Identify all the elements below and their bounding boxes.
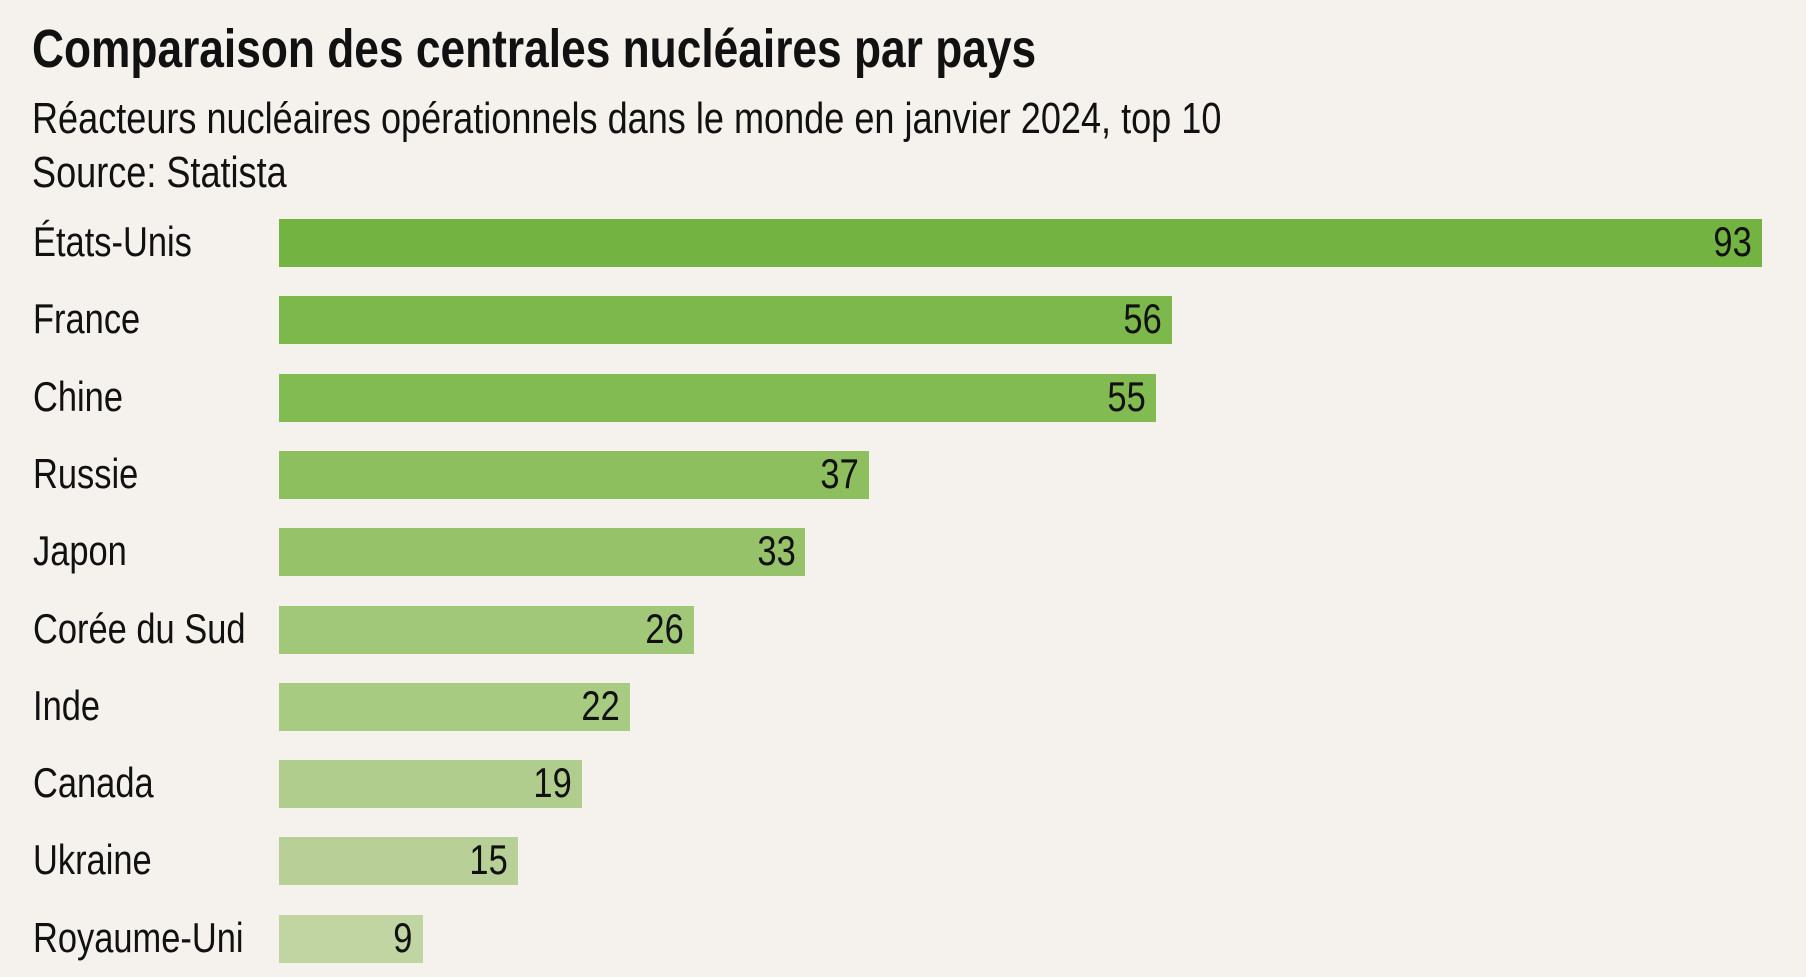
data-label: 33 bbox=[756, 527, 796, 575]
category-label: Chine bbox=[33, 372, 123, 420]
bar bbox=[279, 760, 582, 809]
data-label: 22 bbox=[581, 681, 620, 729]
data-label: 19 bbox=[533, 759, 572, 807]
bar bbox=[279, 528, 806, 577]
data-label: 9 bbox=[393, 913, 413, 961]
data-label: 55 bbox=[1107, 372, 1147, 420]
category-label: États-Unis bbox=[33, 218, 192, 265]
category-label: France bbox=[33, 295, 141, 343]
bar bbox=[279, 914, 423, 963]
data-label: 37 bbox=[820, 449, 860, 497]
data-label: 56 bbox=[1123, 295, 1162, 343]
bar bbox=[279, 373, 1157, 422]
bar bbox=[279, 450, 869, 499]
data-label: 15 bbox=[469, 836, 509, 884]
data-label: 93 bbox=[1713, 218, 1752, 265]
category-label: Ukraine bbox=[33, 836, 152, 884]
chart-title: Comparaison des centrales nucléaires par… bbox=[32, 19, 1037, 79]
category-label: Russie bbox=[33, 449, 139, 497]
chart-subtitle: Réacteurs nucléaires opérationnels dans … bbox=[32, 94, 1222, 143]
category-label: Corée du Sud bbox=[33, 604, 246, 652]
category-label: Japon bbox=[33, 527, 127, 575]
bar bbox=[279, 219, 1762, 267]
category-label: Inde bbox=[33, 681, 101, 729]
category-label: Canada bbox=[33, 759, 154, 807]
bar bbox=[279, 605, 694, 654]
bar bbox=[279, 682, 630, 731]
category-label: Royaume-Uni bbox=[33, 913, 244, 961]
data-label: 26 bbox=[645, 604, 684, 652]
bar bbox=[279, 296, 1172, 345]
chart-source: Source: Statista bbox=[32, 148, 287, 197]
bar bbox=[279, 837, 519, 886]
